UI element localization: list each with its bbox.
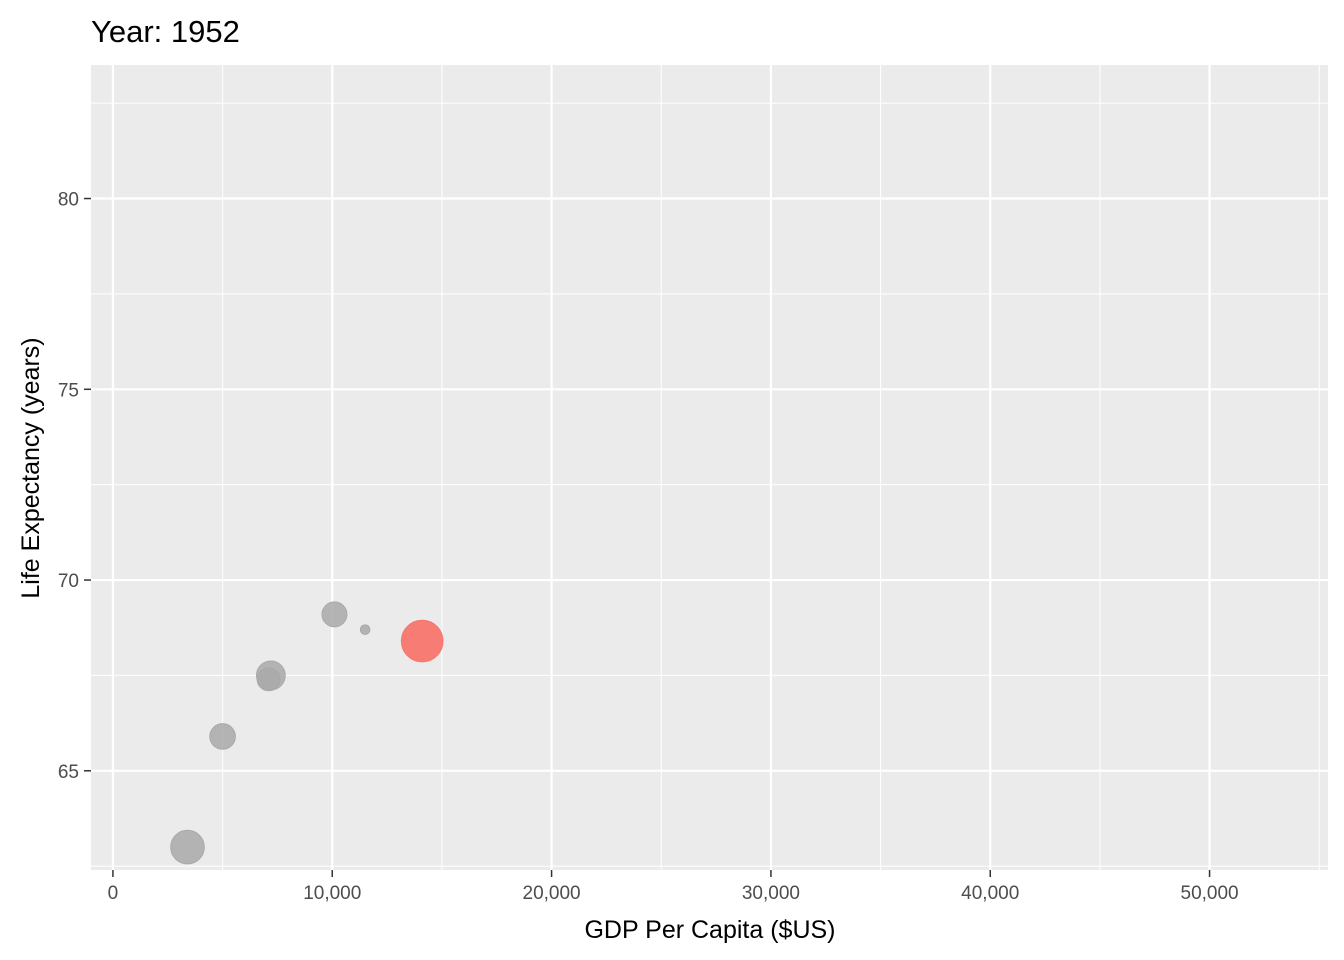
chart-title: Year: 1952: [91, 14, 240, 49]
x-tick-label: 10,000: [303, 883, 361, 904]
data-point: [321, 601, 348, 628]
y-axis-ticks: 65 70 75 80: [58, 190, 91, 783]
y-tick-label: 70: [58, 571, 79, 592]
x-tick-label: 40,000: [961, 883, 1019, 904]
major-gridlines: [91, 65, 1328, 870]
data-point: [170, 829, 205, 865]
x-tick-label: 50,000: [1181, 883, 1239, 904]
x-tick-label: 30,000: [742, 883, 800, 904]
y-axis-label: Life Expectancy (years): [17, 337, 45, 598]
data-point: [256, 667, 281, 692]
plot-panel: [91, 65, 1328, 870]
x-tick-label: 0: [108, 883, 119, 904]
x-axis-ticks: 0 10,000 20,000 30,000 40,000 50,000: [108, 870, 1239, 904]
data-point: [359, 624, 371, 635]
data-point: [209, 723, 236, 750]
y-tick-label: 75: [58, 380, 79, 401]
data-points: [170, 601, 444, 865]
x-axis-label: GDP Per Capita ($US): [584, 916, 835, 944]
x-tick-label: 20,000: [523, 883, 581, 904]
y-tick-label: 65: [58, 762, 79, 783]
highlighted-point: [400, 619, 444, 663]
y-tick-label: 80: [58, 190, 79, 211]
